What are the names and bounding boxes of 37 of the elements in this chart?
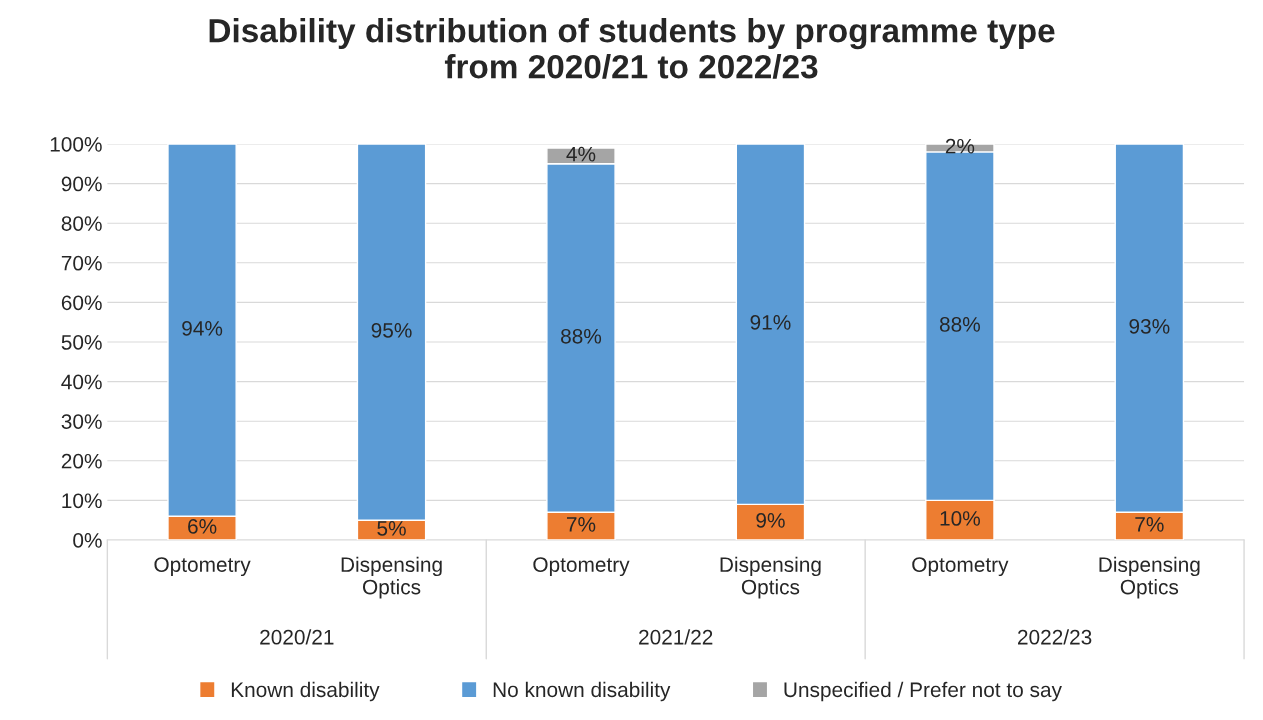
data-label: 95%	[371, 322, 412, 338]
x-tick-label: Dispensing Optics	[720, 556, 821, 599]
y-tick-label: 0%	[73, 533, 102, 548]
data-label: 7%	[1135, 517, 1164, 532]
data-label: 4%	[566, 146, 596, 162]
x-tick-label: Optometry	[912, 557, 1009, 577]
x-tick-label: Optometry	[154, 557, 251, 577]
y-tick-label: 10%	[62, 493, 102, 509]
data-label: 88%	[939, 317, 980, 332]
data-label: 94%	[182, 320, 223, 336]
y-tick-label: 40%	[61, 374, 102, 390]
legend-label: Known disability	[231, 681, 380, 702]
text: 2020/21	[260, 629, 334, 645]
text: 2021/22	[639, 629, 713, 645]
data-label: 93%	[1129, 318, 1170, 334]
data-label: 10%	[940, 511, 980, 526]
text: 2022/23	[1018, 629, 1092, 645]
y-tick-label: 100%	[50, 137, 102, 152]
data-label: 6%	[188, 518, 217, 534]
x-tick-label: Dispensing Optics	[341, 556, 442, 599]
legend-label: Unspecified / Prefer not to say	[784, 681, 1062, 702]
y-tick-label: 50%	[61, 335, 102, 350]
data-label: 5%	[377, 521, 406, 536]
data-label: 9%	[756, 513, 785, 528]
y-tick-label: 30%	[61, 414, 102, 429]
y-tick-label: 20%	[61, 453, 102, 469]
data-label: 7%	[566, 517, 596, 532]
x-tick-label: Dispensing Optics	[1099, 556, 1200, 599]
y-tick-label: 90%	[61, 176, 102, 192]
x-tick-label: Optometry	[533, 557, 630, 577]
y-tick-label: 80%	[61, 216, 102, 231]
data-label: 88%	[561, 328, 602, 344]
y-tick-label: 70%	[61, 255, 102, 271]
chart-title: Disability distribution of students by programme type from 2020/21 to 2022/23	[209, 18, 1055, 79]
legend-label: No known disability	[493, 681, 671, 702]
data-label: 91%	[750, 315, 791, 330]
y-tick-label: 60%	[61, 295, 102, 311]
